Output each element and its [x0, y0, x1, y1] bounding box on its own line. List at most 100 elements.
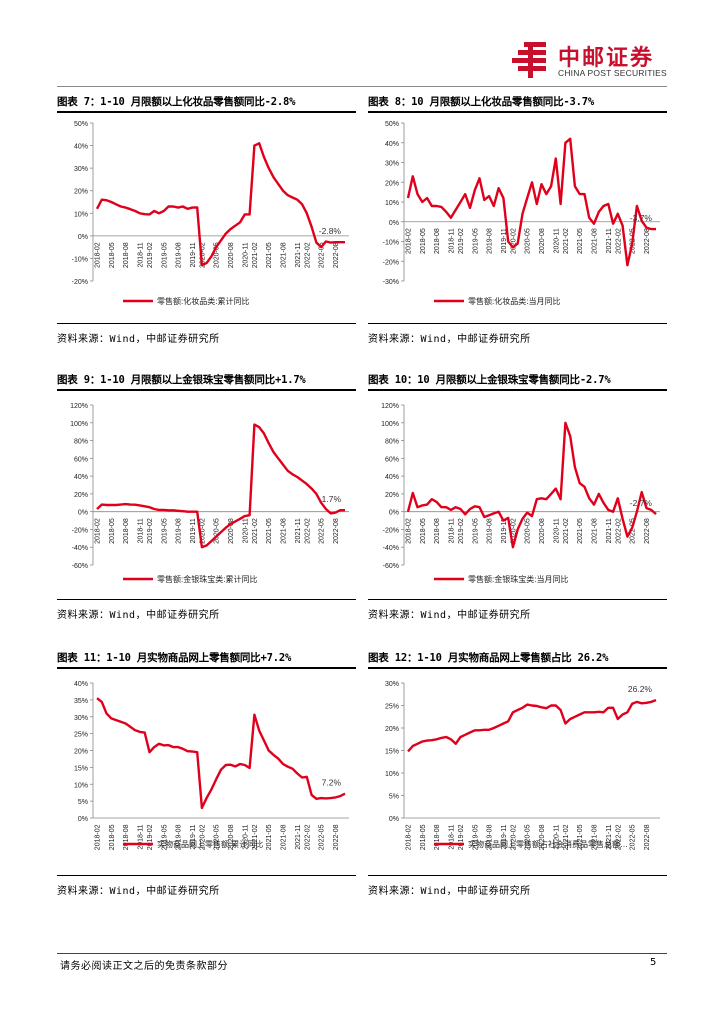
chart-7-svg: 50% 40% 30% 20% 10% 0% -10% -20% 2018-02 2018-05 2… — [72, 121, 349, 306]
legend-label: 实物商品网上零售额占社会消费品零售总额… — [468, 839, 628, 849]
x-tick-label: 2020-05 — [214, 824, 221, 850]
x-tick-label: 2021-08 — [281, 242, 288, 268]
y-tick-label: -60% — [383, 563, 399, 570]
y-tick-label: 0% — [78, 816, 88, 823]
x-tick-label: 2021-11 — [606, 228, 613, 253]
source-note: 资料来源：Wind，中邮证券研究所 — [57, 323, 356, 345]
series-line — [407, 698, 657, 753]
y-tick-label: 5% — [389, 794, 399, 801]
source-note: 资料来源：Wind，中邮证券研究所 — [57, 599, 356, 621]
y-tick-label: 20% — [74, 189, 88, 196]
x-tick-label: 2020-02 — [199, 824, 206, 850]
y-tick-label: 20% — [74, 492, 88, 499]
x-tick-label: 2021-05 — [266, 242, 273, 268]
disclaimer-note: 请务必阅读正文之后的免责条款部分 — [60, 961, 228, 972]
x-tick-label: 2021-02 — [252, 824, 259, 850]
data-label: -3.7% — [630, 213, 653, 223]
chart-title: 图表 10：10 月限额以上金银珠宝零售额同比-2.7% — [368, 371, 667, 391]
x-tick-label: 2020-08 — [539, 824, 546, 850]
x-tick-label: 2021-05 — [577, 824, 584, 850]
x-tick-label: 2022-05 — [319, 518, 326, 544]
x-tick-label: 2020-02 — [510, 228, 517, 254]
x-tick-label: 2018-11 — [448, 824, 455, 849]
x-tick-label: 2020-02 — [199, 518, 206, 544]
chart-title: 图表 12：1-10 月实物商品网上零售额占比 26.2% — [368, 649, 667, 669]
x-tick-label: 2019-05 — [161, 242, 168, 268]
y-tick-label: 25% — [74, 732, 88, 739]
x-tick-label: 2020-05 — [525, 824, 532, 850]
chart-9-svg: 120% 100% 80% 60% 40% 20% 0% -20% -40% -60% 2018-0… — [70, 403, 349, 584]
y-tick-label: 35% — [74, 698, 88, 705]
data-label: 26.2% — [628, 684, 653, 694]
x-tick-label: 2019-08 — [487, 228, 494, 254]
x-tick-label: 2020-08 — [228, 824, 235, 850]
x-tick-label: 2020-08 — [539, 228, 546, 254]
y-tick-label: 40% — [74, 474, 88, 481]
x-tick-label: 2020-11 — [242, 824, 249, 849]
y-tick-label: 60% — [385, 456, 399, 463]
x-tick-label: 2022-08 — [333, 242, 340, 268]
y-tick-label: -20% — [72, 527, 88, 534]
x-tick-label: 2019-11 — [190, 518, 197, 543]
x-tick-label: 2021-05 — [577, 228, 584, 254]
y-tick-label: 20% — [385, 180, 399, 187]
x-tick-label: 2019-05 — [472, 228, 479, 254]
data-label: 7.2% — [322, 778, 342, 788]
x-tick-label: 2018-08 — [434, 518, 441, 544]
brand-name-cn: 中邮证券 — [558, 46, 655, 71]
x-tick-label: 2020-11 — [242, 242, 249, 267]
y-tick-label: 15% — [385, 749, 399, 756]
x-tick-label: 2018-05 — [420, 518, 427, 544]
legend-label: 零售额:化妆品类:当月同比 — [468, 296, 560, 306]
y-tick-label: 120% — [381, 403, 399, 410]
x-tick-label: 2018-05 — [420, 228, 427, 254]
x-tick-label: 2022-02 — [615, 824, 622, 850]
x-tick-label: 2019-05 — [161, 518, 168, 544]
x-tick-label: 2018-05 — [420, 824, 427, 850]
y-tick-label: 80% — [74, 439, 88, 446]
x-tick-label: 2018-11 — [137, 518, 144, 543]
x-tick-label: 2018-05 — [109, 824, 116, 850]
y-tick-label: -10% — [383, 240, 399, 247]
y-tick-label: 0% — [78, 234, 88, 241]
x-tick-label: 2021-02 — [563, 228, 570, 254]
x-tick-label: 2022-05 — [630, 824, 637, 850]
x-tick-label: 2018-08 — [434, 824, 441, 850]
x-tick-label: 2019-08 — [176, 242, 183, 268]
legend-label: 零售额:金银珠宝类:累计同比 — [157, 574, 257, 584]
x-tick-label: 2018-02 — [406, 518, 413, 544]
y-tick-label: 20% — [385, 726, 399, 733]
x-tick-label: 2019-08 — [487, 824, 494, 850]
x-tick-label: 2018-02 — [95, 242, 102, 268]
footer-rule — [57, 953, 667, 954]
brand-name-en: CHINA POST SECURITIES — [558, 68, 667, 78]
x-tick-label: 2019-05 — [161, 824, 168, 850]
x-tick-label: 2022-08 — [644, 228, 651, 254]
x-tick-label: 2022-02 — [615, 228, 622, 254]
source-note: 资料来源：Wind，中邮证券研究所 — [57, 875, 356, 897]
x-tick-label: 2020-05 — [214, 242, 221, 268]
chart-11-svg: 40% 35% 30% 25% 20% 15% 10% 5% 0% 2018-02 2018-05 2… — [74, 681, 349, 850]
y-tick-label: -60% — [72, 563, 88, 570]
y-tick-label: 0% — [78, 510, 88, 517]
x-tick-label: 2020-05 — [525, 518, 532, 544]
chart-title: 图表 8：10 月限额以上化妆品零售额同比-3.7% — [368, 93, 667, 113]
x-tick-label: 2022-08 — [333, 518, 340, 544]
china-post-logo-icon — [512, 42, 546, 78]
chart-10-svg: 120% 100% 80% 60% 40% 20% 0% -20% -40% -60% 2018-0… — [381, 403, 660, 584]
y-tick-label: 0% — [389, 510, 399, 517]
x-tick-label: 2021-08 — [592, 228, 599, 254]
y-tick-label: 30% — [385, 161, 399, 168]
series-line — [406, 137, 656, 267]
x-tick-label: 2020-02 — [510, 518, 517, 544]
x-tick-label: 2021-11 — [606, 518, 613, 543]
legend-label: 零售额:金银珠宝类:当月同比 — [468, 574, 568, 584]
x-tick-label: 2021-08 — [592, 824, 599, 850]
x-tick-label: 2020-02 — [510, 824, 517, 850]
x-tick-label: 2020-08 — [228, 518, 235, 544]
x-tick-label: 2021-02 — [252, 518, 259, 544]
header-rule — [57, 86, 667, 87]
chart-12-svg: 30% 25% 20% 15% 10% 5% 0% 2018-02 2018-05 2018-08… — [385, 681, 660, 850]
chart-title: 图表 7：1-10 月限额以上化妆品零售额同比-2.8% — [57, 93, 356, 113]
x-tick-label: 2022-08 — [644, 518, 651, 544]
